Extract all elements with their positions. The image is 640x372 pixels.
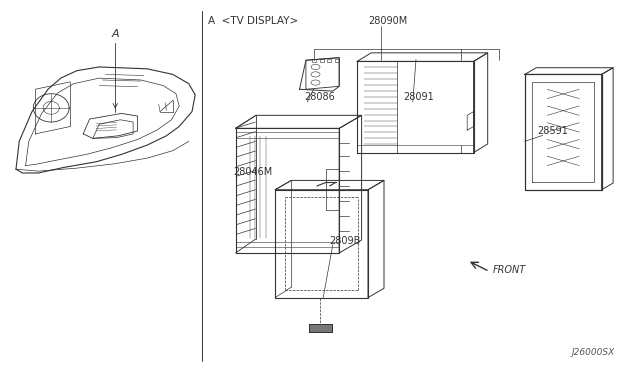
Text: J26000SX: J26000SX bbox=[571, 348, 614, 357]
Text: 28046M: 28046M bbox=[234, 167, 273, 177]
Bar bbox=[320, 59, 324, 62]
Text: A: A bbox=[111, 29, 119, 39]
Bar bbox=[327, 59, 331, 62]
Text: FRONT: FRONT bbox=[493, 265, 526, 275]
Text: 2809B: 2809B bbox=[330, 235, 361, 246]
Bar bbox=[309, 324, 332, 332]
Bar bbox=[312, 59, 316, 62]
Text: A  <TV DISPLAY>: A <TV DISPLAY> bbox=[208, 16, 298, 26]
Text: 28090M: 28090M bbox=[368, 16, 407, 26]
Text: 28091: 28091 bbox=[403, 92, 434, 102]
Text: 28086: 28086 bbox=[304, 92, 335, 102]
Text: 28591: 28591 bbox=[538, 126, 568, 136]
Bar bbox=[335, 59, 339, 62]
